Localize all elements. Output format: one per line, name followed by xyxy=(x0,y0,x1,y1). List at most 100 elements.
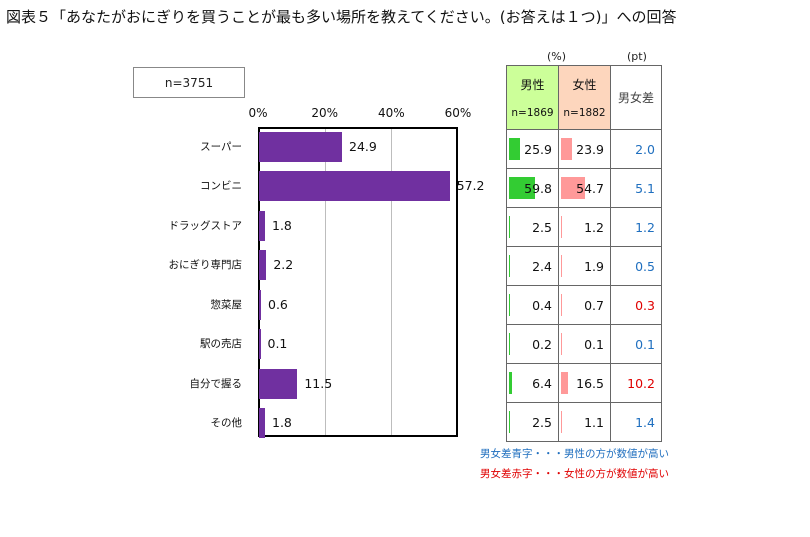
male-cell: 25.9 xyxy=(506,129,559,169)
unit-points: (pt) xyxy=(627,50,647,63)
bar-value-label: 2.2 xyxy=(273,257,294,273)
bar xyxy=(259,329,261,360)
chart-title: 図表５「あなたがおにぎりを買うことが最も多い場所を教えてください。(お答えは１つ… xyxy=(6,8,677,26)
bar-value-label: 1.8 xyxy=(272,217,292,233)
diff-cell: 0.3 xyxy=(610,285,662,325)
male-n: n=1869 xyxy=(511,107,554,119)
category-label: ドラッグストア xyxy=(168,219,243,232)
male-cell: 6.4 xyxy=(506,363,559,403)
category-label: おにぎり専門店 xyxy=(168,259,243,272)
x-tick-label: 60% xyxy=(444,106,472,120)
gridline xyxy=(391,127,392,437)
male-mini-bar xyxy=(509,138,521,160)
category-label: 惣菜屋 xyxy=(210,298,243,311)
male-header-label: 男性 xyxy=(520,78,545,92)
male-cell: 2.5 xyxy=(506,207,559,247)
male-header: 男性 n=1869 xyxy=(506,65,559,130)
table-row: 2.5 1.1 1.4 xyxy=(506,402,662,442)
table-row: 59.8 54.7 5.1 xyxy=(506,168,662,208)
male-value: 6.4 xyxy=(532,375,552,391)
female-value: 16.5 xyxy=(576,375,604,391)
female-value: 23.9 xyxy=(576,141,604,157)
female-cell: 16.5 xyxy=(558,363,611,403)
bar xyxy=(259,408,265,439)
male-mini-bar xyxy=(509,294,510,316)
female-mini-bar xyxy=(561,255,562,277)
male-cell: 59.8 xyxy=(506,168,559,208)
plot-frame xyxy=(258,127,458,437)
bar xyxy=(259,131,342,162)
category-label: その他 xyxy=(210,417,243,430)
female-value: 54.7 xyxy=(576,180,604,196)
female-n: n=1882 xyxy=(563,107,606,119)
female-cell: 1.1 xyxy=(558,402,611,442)
diff-cell: 2.0 xyxy=(610,129,662,169)
diff-cell: 5.1 xyxy=(610,168,662,208)
male-value: 59.8 xyxy=(524,180,552,196)
male-value: 25.9 xyxy=(524,141,552,157)
male-mini-bar xyxy=(509,333,510,355)
gridline xyxy=(325,127,326,437)
female-mini-bar xyxy=(561,372,569,394)
male-value: 0.2 xyxy=(532,336,552,352)
female-header-label: 女性 xyxy=(572,78,597,92)
female-mini-bar xyxy=(561,411,562,433)
male-mini-bar xyxy=(509,177,536,199)
bar xyxy=(259,210,265,241)
bar xyxy=(259,368,298,399)
category-label: コンビニ xyxy=(200,180,242,193)
table-row: 2.4 1.9 0.5 xyxy=(506,246,662,286)
female-value: 0.1 xyxy=(584,336,604,352)
male-cell: 2.5 xyxy=(506,402,559,442)
male-cell: 0.4 xyxy=(506,285,559,325)
table-row: 25.9 23.9 2.0 xyxy=(506,129,662,169)
table-row: 0.4 0.7 0.3 xyxy=(506,285,662,325)
sample-size-box: n=3751 xyxy=(133,67,245,98)
category-label: 自分で握る xyxy=(189,377,243,390)
note-blue: 男女差青字・・・男性の方が数値が高い xyxy=(480,448,669,460)
table-row: 0.2 0.1 0.1 xyxy=(506,324,662,364)
table-row: 6.4 16.5 10.2 xyxy=(506,363,662,403)
diff-cell: 1.4 xyxy=(610,402,662,442)
x-tick-label: 20% xyxy=(311,106,338,120)
female-value: 1.2 xyxy=(584,219,604,235)
male-value: 2.5 xyxy=(532,219,552,235)
diff-cell: 10.2 xyxy=(610,363,662,403)
female-cell: 54.7 xyxy=(558,168,611,208)
female-cell: 0.7 xyxy=(558,285,611,325)
bar-value-label: 11.5 xyxy=(304,375,333,391)
bar-value-label: 0.6 xyxy=(268,296,288,312)
male-mini-bar xyxy=(509,411,511,433)
female-value: 0.7 xyxy=(584,297,604,313)
note-red: 男女差赤字・・・女性の方が数値が高い xyxy=(480,468,669,480)
female-mini-bar xyxy=(561,333,562,355)
diff-cell: 0.1 xyxy=(610,324,662,364)
female-mini-bar xyxy=(561,294,562,316)
female-cell: 23.9 xyxy=(558,129,611,169)
table-row: 2.5 1.2 1.2 xyxy=(506,207,662,247)
male-value: 2.4 xyxy=(532,258,552,274)
female-mini-bar xyxy=(561,177,586,199)
female-header: 女性 n=1882 xyxy=(558,65,611,130)
unit-percent: (%) xyxy=(547,50,567,63)
x-tick-label: 0% xyxy=(248,106,268,120)
bar xyxy=(259,289,261,320)
bar-value-label: 1.8 xyxy=(272,415,292,431)
male-value: 2.5 xyxy=(532,414,552,430)
bar-value-label: 57.2 xyxy=(456,178,485,194)
bar xyxy=(259,250,267,281)
female-cell: 0.1 xyxy=(558,324,611,364)
male-cell: 2.4 xyxy=(506,246,559,286)
female-mini-bar xyxy=(561,138,572,160)
x-tick-label: 40% xyxy=(377,106,405,120)
female-cell: 1.9 xyxy=(558,246,611,286)
diff-cell: 1.2 xyxy=(610,207,662,247)
male-mini-bar xyxy=(509,255,511,277)
female-value: 1.9 xyxy=(584,258,604,274)
male-mini-bar xyxy=(509,216,511,238)
female-value: 1.1 xyxy=(584,414,604,430)
male-value: 0.4 xyxy=(532,297,552,313)
diff-cell: 0.5 xyxy=(610,246,662,286)
male-cell: 0.2 xyxy=(506,324,559,364)
category-label: スーパー xyxy=(200,140,242,153)
